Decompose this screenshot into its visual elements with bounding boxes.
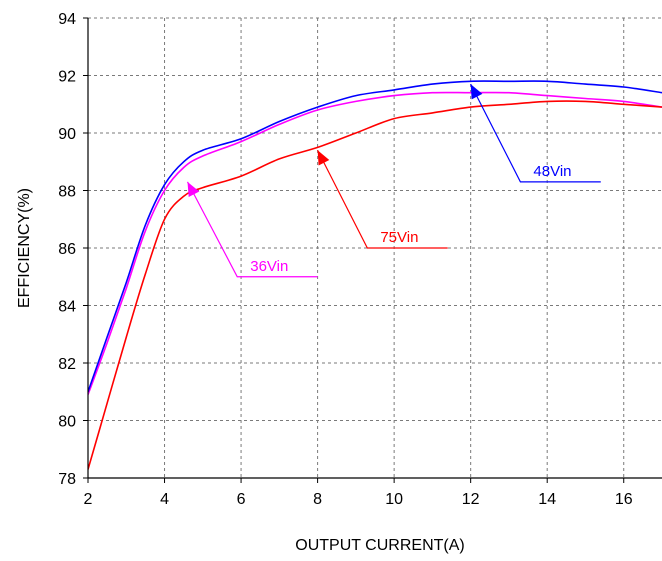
y-tick-label: 88: [58, 184, 76, 201]
series-line-75vin: [88, 100, 662, 470]
y-tick-label: 94: [58, 11, 76, 28]
series-line-36vin: [88, 91, 662, 395]
annotation-48vin: 48Vin: [470, 83, 601, 183]
annotation-36vin: 36Vin: [186, 181, 318, 278]
x-tick-label: 8: [313, 491, 322, 508]
series-lines: [88, 80, 662, 470]
x-tick-label: 10: [385, 491, 403, 508]
annotation-leader-line: [470, 83, 601, 183]
annotation-arrowhead: [470, 84, 483, 100]
annotation-label: 75Vin: [380, 229, 418, 246]
x-tick-label: 12: [462, 491, 480, 508]
x-tick-label: 14: [538, 491, 556, 508]
tick-labels: 2 4 6 8 10 12 14 16 78 80 82 84 86 88 90 92 94: [58, 11, 633, 508]
y-tick-label: 80: [58, 414, 76, 431]
annotation-label: 36Vin: [250, 258, 288, 275]
x-tick-label: 4: [160, 491, 169, 508]
series-line-48vin: [88, 80, 662, 393]
y-axis-label: EFFICIENCY(%): [16, 188, 33, 308]
x-axis-label: OUTPUT CURRENT(A): [295, 537, 464, 554]
y-tick-label: 82: [58, 356, 76, 373]
x-tick-label: 2: [84, 491, 93, 508]
x-tick-label: 16: [615, 491, 633, 508]
annotation-arrowhead: [317, 150, 330, 166]
x-tick-label: 6: [237, 491, 246, 508]
annotation-75vin: 75Vin: [317, 149, 448, 249]
y-tick-label: 78: [58, 471, 76, 488]
annotations: 48Vin 75Vin 36Vin: [186, 83, 601, 278]
annotation-leader-line: [186, 181, 318, 278]
y-tick-label: 90: [58, 126, 76, 143]
y-tick-label: 86: [58, 241, 76, 258]
annotation-arrowhead: [187, 181, 200, 198]
annotation-leader-line: [317, 149, 448, 249]
annotation-label: 48Vin: [533, 163, 571, 180]
y-tick-label: 84: [58, 299, 76, 316]
y-tick-label: 92: [58, 69, 76, 86]
axes: [83, 17, 662, 483]
